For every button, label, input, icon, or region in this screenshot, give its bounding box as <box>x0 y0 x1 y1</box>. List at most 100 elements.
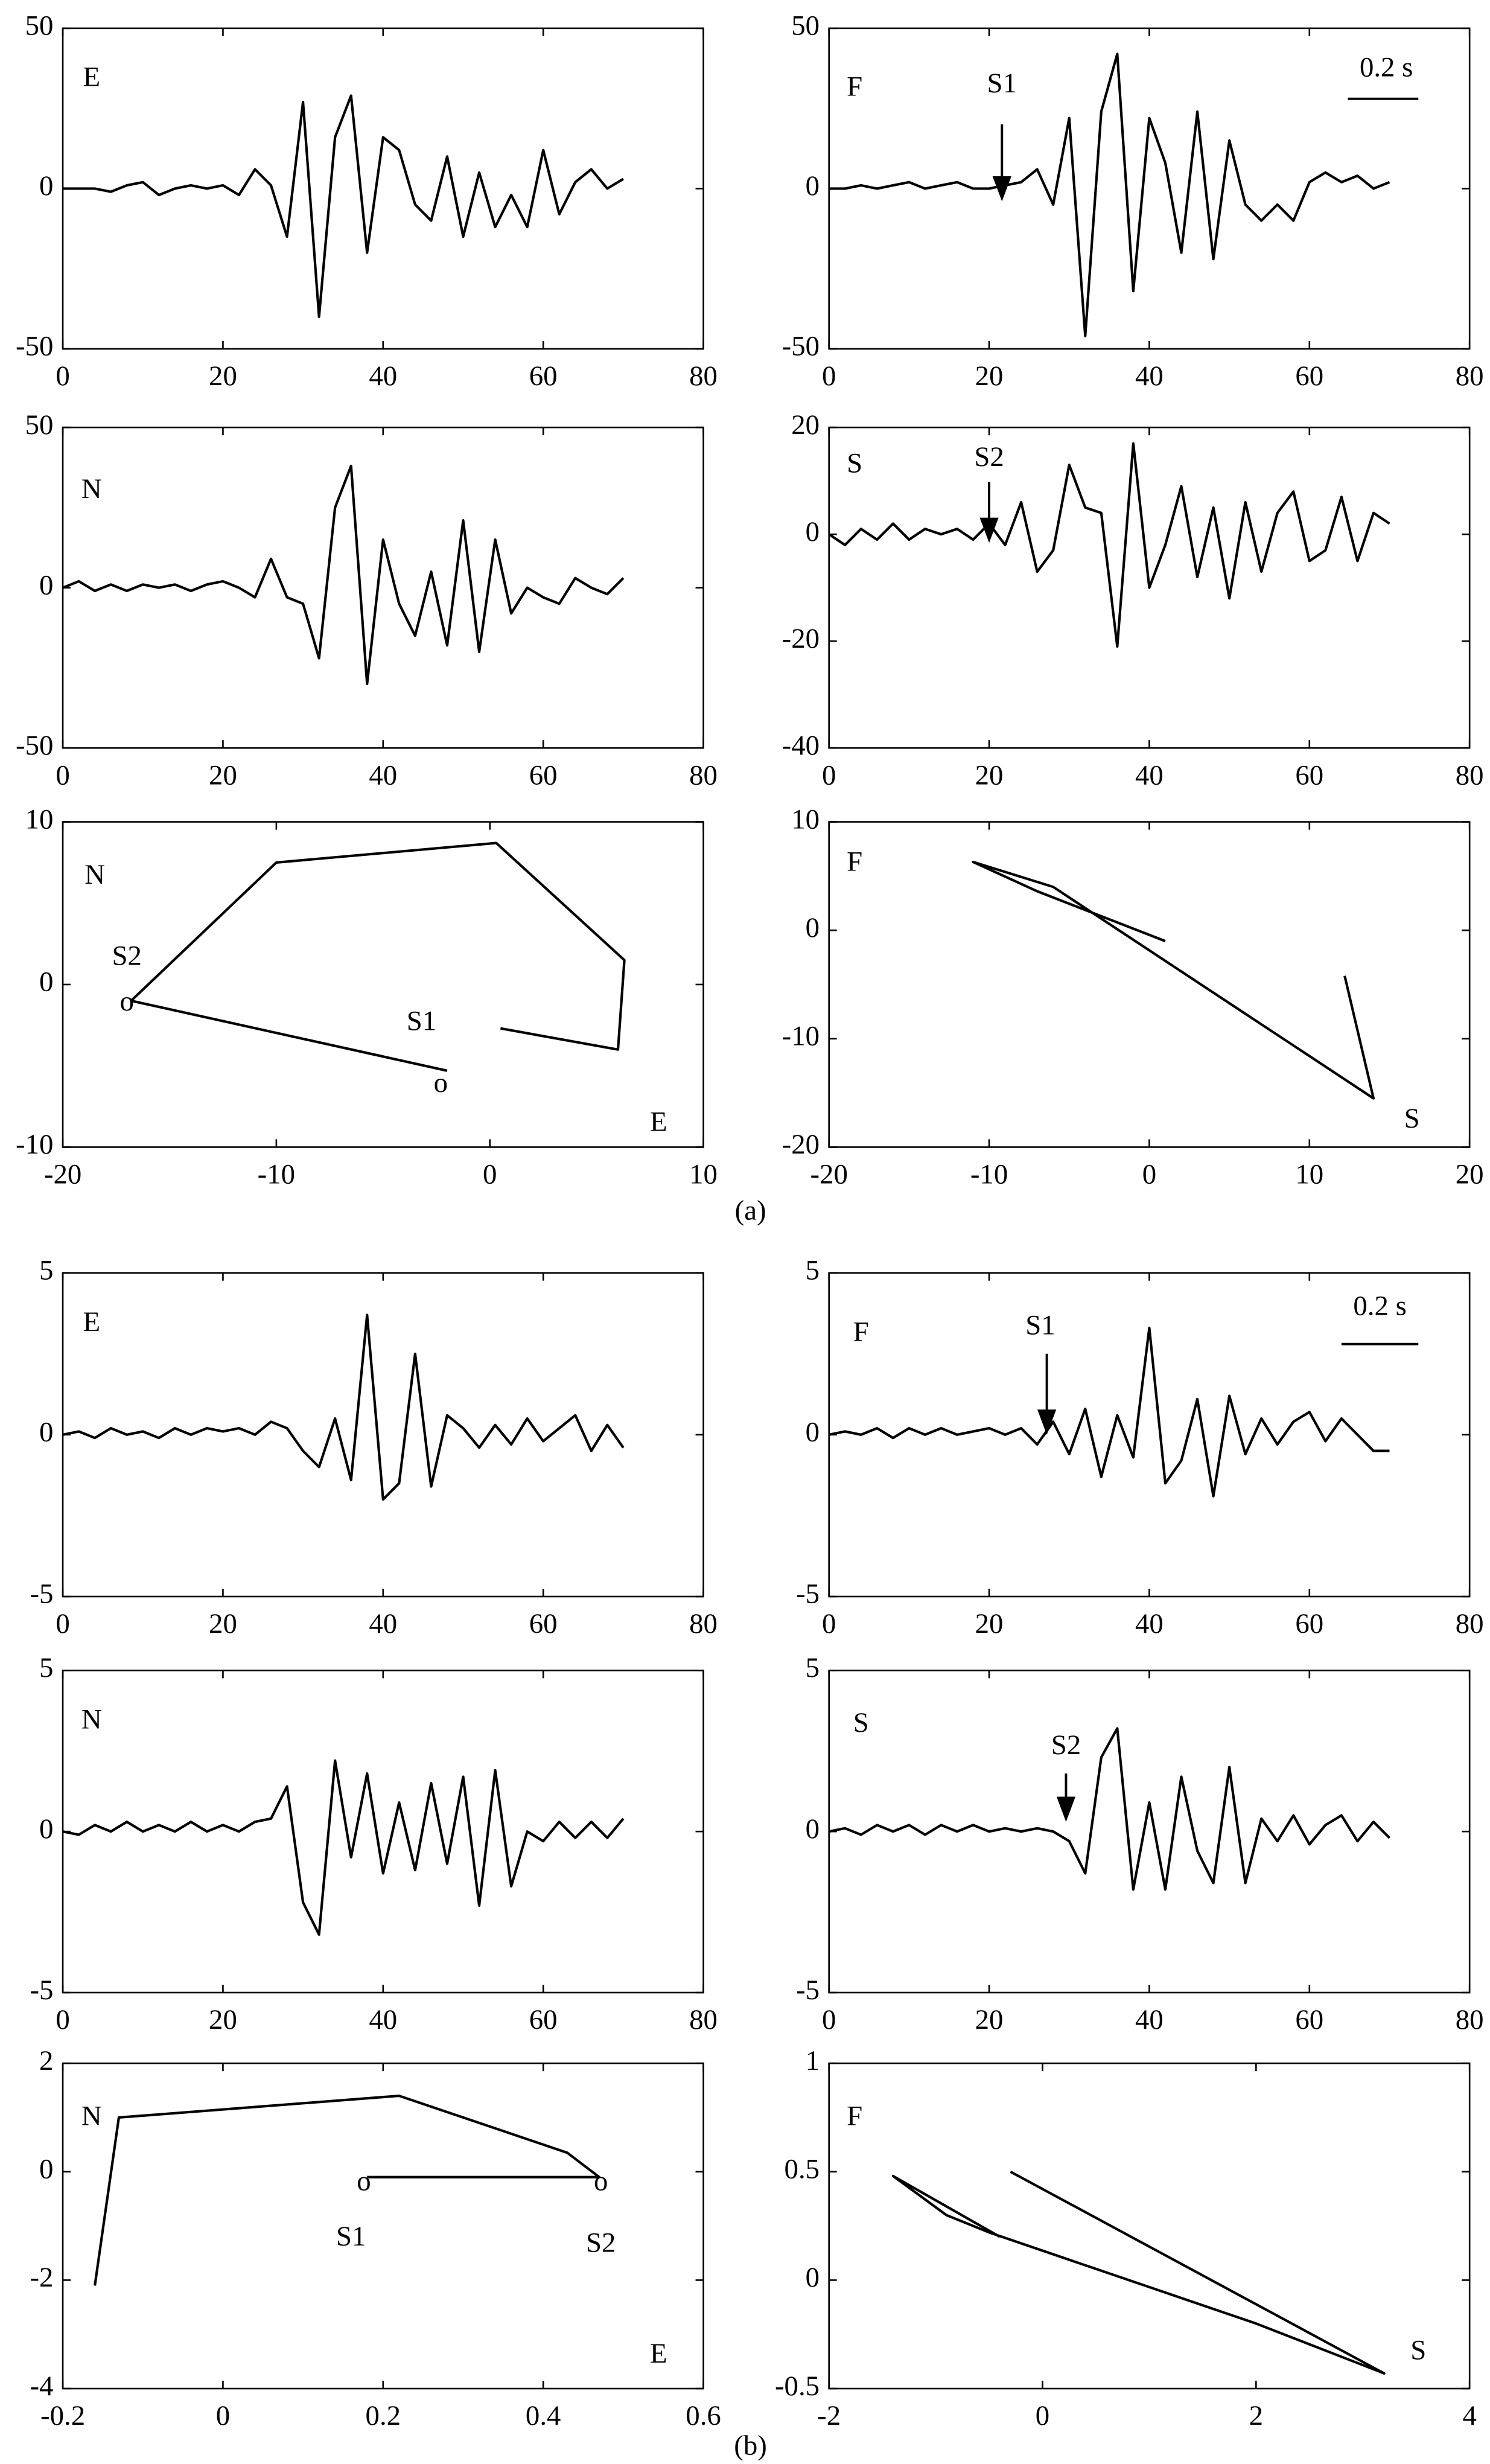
y-tick-label: -5 <box>30 1974 53 2006</box>
x-tick-label: 60 <box>529 759 558 791</box>
x-tick-label: 80 <box>689 1608 718 1639</box>
annotation: F <box>847 846 862 877</box>
data-line <box>62 464 625 686</box>
x-tick-label: -20 <box>810 1159 847 1190</box>
annotation: F <box>847 71 862 103</box>
x-tick-label: 40 <box>1135 2004 1164 2035</box>
y-tick-label: -10 <box>16 1129 53 1160</box>
annotation: 0.2 s <box>1360 52 1413 83</box>
annotation: S1 <box>1025 1310 1055 1341</box>
y-tick-label: 0 <box>39 2154 53 2185</box>
y-tick-label: 2 <box>39 2045 53 2076</box>
y-tick-label: 50 <box>791 10 820 42</box>
annotation: N <box>84 859 105 890</box>
x-tick-label: -2 <box>817 2400 841 2431</box>
x-tick-label: 60 <box>529 2004 558 2035</box>
y-tick-label: 0 <box>806 1417 820 1448</box>
x-tick-label: 60 <box>529 360 558 392</box>
plot-frame <box>62 821 704 1148</box>
annotation: S <box>847 448 862 479</box>
annotation: S1 <box>407 1005 436 1036</box>
y-tick-label: -5 <box>30 1578 53 1610</box>
x-tick-label: 20 <box>975 759 1004 791</box>
x-tick-label: 0 <box>56 759 69 791</box>
y-tick-label: -50 <box>782 331 820 362</box>
x-tick-label: 60 <box>1295 2004 1323 2035</box>
x-tick-label: 0 <box>483 1159 497 1190</box>
x-tick-label: 40 <box>369 759 397 791</box>
data-line <box>972 860 1375 1100</box>
plot-frame <box>62 2062 704 2390</box>
x-tick-label: 80 <box>689 360 718 392</box>
annotation: S1 <box>336 2221 366 2252</box>
x-tick-label: 0 <box>822 360 836 392</box>
y-tick-label: 0 <box>806 516 820 547</box>
y-tick-label: 0 <box>39 1813 53 1845</box>
x-tick-label: 10 <box>689 1159 718 1190</box>
y-tick-label: 0 <box>806 912 820 943</box>
y-tick-label: 0 <box>39 966 53 998</box>
y-tick-label: 0.5 <box>785 2154 820 2185</box>
annotation: 0.2 s <box>1353 1290 1406 1321</box>
x-tick-label: 0 <box>56 1608 69 1639</box>
x-tick-label: -20 <box>44 1159 81 1190</box>
x-tick-label: 0 <box>822 2004 836 2035</box>
x-tick-label: 0 <box>1142 1159 1156 1190</box>
arrow-head <box>979 517 999 543</box>
data-line <box>829 1326 1390 1498</box>
y-tick-label: -0.5 <box>775 2370 820 2402</box>
y-tick-label: -5 <box>796 1578 820 1610</box>
y-tick-label: 10 <box>25 803 54 835</box>
plot-frame <box>828 1670 1471 1994</box>
x-tick-label: 40 <box>1135 360 1164 392</box>
x-tick-label: 60 <box>1295 759 1323 791</box>
annotation: o <box>434 1067 448 1099</box>
annotation: o <box>357 2165 371 2197</box>
x-tick-label: 20 <box>975 2004 1004 2035</box>
y-tick-label: -4 <box>30 2370 53 2402</box>
x-tick-label: 20 <box>209 2004 237 2035</box>
data-line <box>62 1313 625 1501</box>
x-tick-label: 0 <box>216 2400 230 2431</box>
x-tick-label: 40 <box>369 360 397 392</box>
y-tick-label: -50 <box>16 331 53 362</box>
data-line <box>130 841 626 1072</box>
x-tick-label: 0 <box>822 759 836 791</box>
annotation: S <box>853 1707 869 1738</box>
x-tick-label: 0.6 <box>686 2400 721 2431</box>
y-tick-label: -20 <box>782 623 820 654</box>
data-line <box>62 1759 625 1936</box>
x-tick-label: 0.2 <box>366 2400 401 2431</box>
y-tick-label: 0 <box>39 170 53 202</box>
annotation: S <box>1404 1103 1420 1134</box>
y-tick-label: 50 <box>25 409 54 441</box>
x-tick-label: 0 <box>822 1608 836 1639</box>
annotation: S1 <box>987 68 1017 99</box>
data-line <box>63 94 624 318</box>
plot-frame <box>828 2062 1471 2390</box>
x-tick-label: 40 <box>369 1608 397 1639</box>
annotation: N <box>81 473 102 505</box>
y-tick-label: 0 <box>806 170 820 202</box>
data-line <box>828 442 1390 648</box>
x-tick-label: 0 <box>1036 2400 1049 2431</box>
y-tick-label: 0 <box>39 1417 53 1448</box>
arrow-head <box>1037 1409 1057 1435</box>
annotation: E <box>83 62 101 93</box>
x-tick-label: -10 <box>258 1159 295 1190</box>
x-tick-label: 20 <box>209 360 237 392</box>
x-tick-label: 40 <box>1135 759 1164 791</box>
figure-label: (b) <box>734 2430 767 2462</box>
x-tick-label: -10 <box>970 1159 1008 1190</box>
y-tick-label: -20 <box>782 1129 820 1160</box>
x-tick-label: 80 <box>689 759 718 791</box>
y-tick-label: 5 <box>39 1254 53 1286</box>
x-tick-label: 40 <box>1135 1608 1164 1639</box>
x-tick-label: -0.2 <box>40 2400 85 2431</box>
annotation: S2 <box>1051 1729 1081 1761</box>
y-tick-label: 1 <box>806 2045 820 2076</box>
plot-frame <box>62 1272 704 1598</box>
annotation: S2 <box>974 441 1004 473</box>
annotation: F <box>853 1316 869 1347</box>
